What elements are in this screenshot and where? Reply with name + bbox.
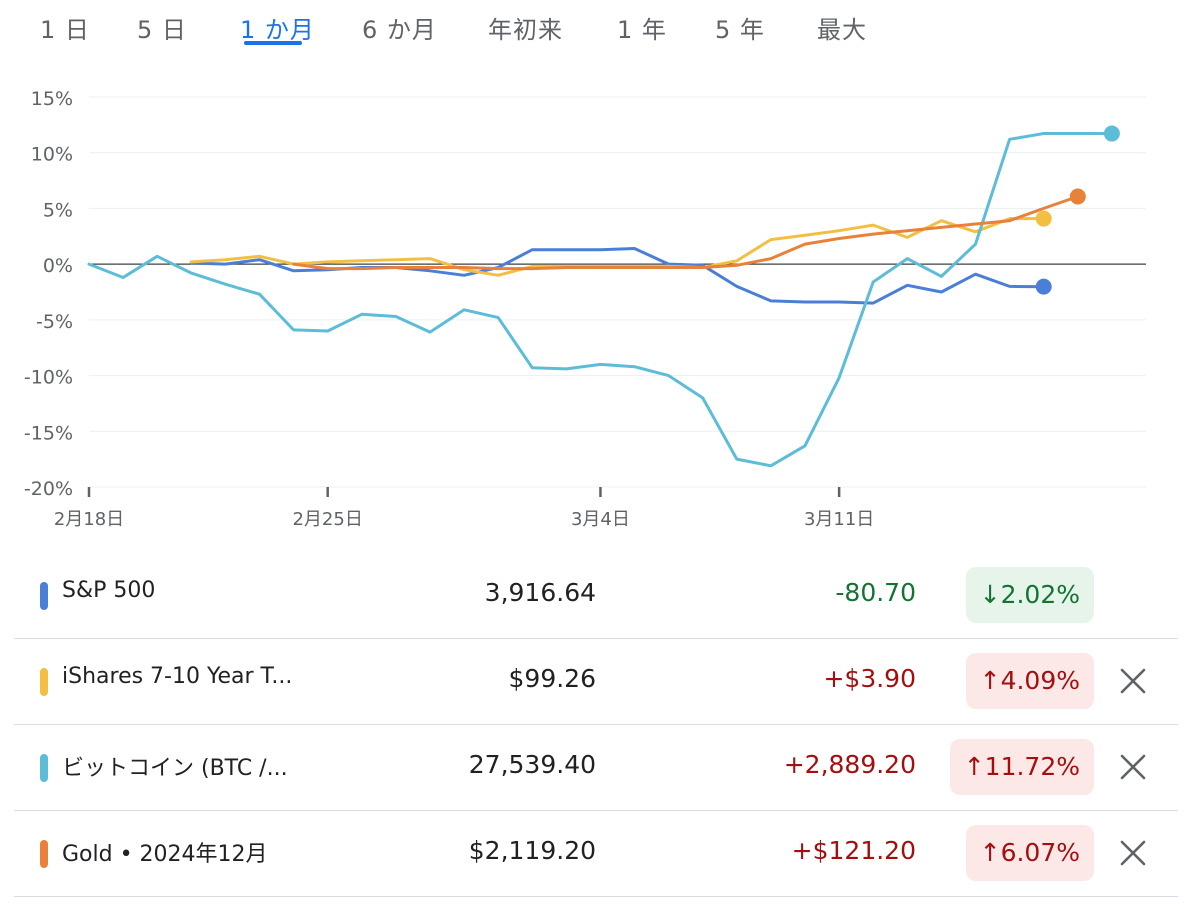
series-end-marker xyxy=(1035,278,1052,295)
series-end-marker xyxy=(1035,210,1052,227)
arrow-up-icon: ↑ xyxy=(963,752,985,781)
period-tabs: 1 日 5 日 1 か月 6 か月 年初来 1 年 5 年 最大 xyxy=(0,0,1200,60)
tab-5-day[interactable]: 5 日 xyxy=(137,16,187,44)
comparison-line-chart[interactable]: 15% 10% 5% 0% -5% -10% -15% -20% 2月18日 2月25日 3月4日 3… xyxy=(0,60,1200,540)
x-tick-label: 2月18日 xyxy=(54,509,124,530)
percent-change-badge: ↓2.02% xyxy=(965,567,1094,623)
x-tick-label: 3月4日 xyxy=(571,509,630,530)
x-tick-label: 2月25日 xyxy=(292,509,362,530)
series-color-swatch xyxy=(40,754,48,782)
quote-name: S&P 500 xyxy=(62,578,156,603)
tab-1-day[interactable]: 1 日 xyxy=(40,16,90,44)
series-color-swatch xyxy=(40,840,48,868)
quote-row-bitcoin[interactable]: ビットコイン (BTC /... 27,539.40 +2,889.20 ↑11… xyxy=(14,724,1178,811)
quote-price: $2,119.20 xyxy=(468,836,596,865)
quote-row-ishares[interactable]: iShares 7-10 Year T... $99.26 +$3.90 ↑4.… xyxy=(14,638,1178,725)
x-tick-label: 3月11日 xyxy=(804,509,874,530)
quote-change: +$121.20 xyxy=(791,836,916,865)
y-tick-label: -20% xyxy=(24,478,73,500)
series-color-swatch xyxy=(40,668,48,696)
arrow-down-icon: ↓ xyxy=(979,580,1001,609)
series-end-marker xyxy=(1069,188,1086,205)
quote-price: 3,916.64 xyxy=(484,578,596,607)
close-icon[interactable] xyxy=(1118,838,1148,868)
percent-value: 11.72% xyxy=(984,752,1080,781)
percent-change-badge: ↑4.09% xyxy=(965,653,1094,709)
series-line xyxy=(87,132,1114,468)
quote-row-sp500[interactable]: S&P 500 3,916.64 -80.70 ↓2.02% xyxy=(14,552,1178,639)
tab-1-month[interactable]: 1 か月 xyxy=(240,16,315,44)
quote-price: $99.26 xyxy=(508,664,596,693)
y-tick-label: 0% xyxy=(43,255,73,277)
series-color-swatch xyxy=(40,582,48,610)
quote-change: +2,889.20 xyxy=(783,750,916,779)
tab-5-year[interactable]: 5 年 xyxy=(715,16,765,44)
arrow-up-icon: ↑ xyxy=(979,838,1001,867)
quote-name: ビットコイン (BTC /... xyxy=(62,756,288,781)
y-tick-label: -15% xyxy=(24,422,73,444)
y-tick-label: 10% xyxy=(31,144,73,166)
quote-name: Gold • 2024年12月 xyxy=(62,842,268,867)
percent-value: 6.07% xyxy=(1000,838,1080,867)
quote-change: -80.70 xyxy=(835,578,916,607)
quote-row-gold[interactable]: Gold • 2024年12月 $2,119.20 +$121.20 ↑6.07… xyxy=(14,810,1178,897)
tab-6-month[interactable]: 6 か月 xyxy=(362,16,437,44)
quote-change: +$3.90 xyxy=(823,664,916,693)
tab-ytd[interactable]: 年初来 xyxy=(488,16,563,44)
y-tick-label: -10% xyxy=(24,367,73,389)
quote-name: iShares 7-10 Year T... xyxy=(62,664,293,689)
y-tick-label: -5% xyxy=(36,311,73,333)
chart-series xyxy=(87,125,1120,468)
percent-value: 2.02% xyxy=(1000,580,1080,609)
percent-value: 4.09% xyxy=(1000,666,1080,695)
y-tick-label: 15% xyxy=(31,88,73,110)
series-line xyxy=(189,247,1046,305)
chart-axes: 15% 10% 5% 0% -5% -10% -15% -20% 2月18日 2月25日 3月4日 3… xyxy=(24,88,874,530)
percent-change-badge: ↑11.72% xyxy=(949,739,1094,795)
series-line xyxy=(292,195,1080,271)
active-tab-indicator xyxy=(244,41,302,45)
chart-grid xyxy=(89,96,1146,488)
close-icon[interactable] xyxy=(1118,752,1148,782)
arrow-up-icon: ↑ xyxy=(979,666,1001,695)
y-tick-label: 5% xyxy=(43,199,73,221)
percent-change-badge: ↑6.07% xyxy=(965,825,1094,881)
close-icon[interactable] xyxy=(1118,666,1148,696)
quote-price: 27,539.40 xyxy=(468,750,596,779)
series-end-marker xyxy=(1103,125,1120,142)
tab-1-year[interactable]: 1 年 xyxy=(617,16,667,44)
tab-max[interactable]: 最大 xyxy=(817,16,867,44)
